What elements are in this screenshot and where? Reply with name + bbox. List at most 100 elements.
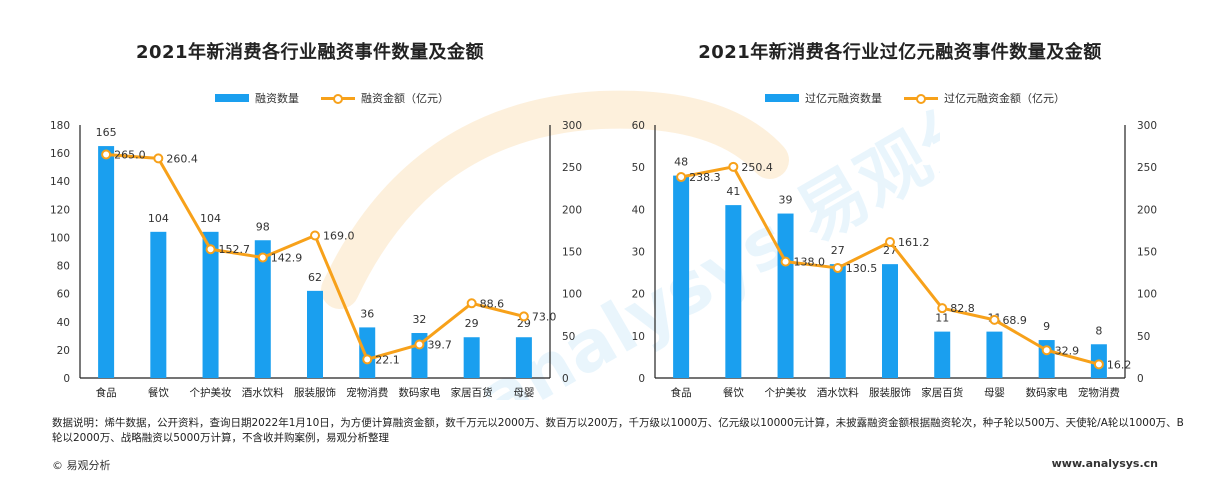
right-tick-label: 100 [1137, 289, 1157, 301]
bar-母婴 [515, 337, 532, 378]
bar-服装服饰 [882, 264, 898, 378]
bar-个护美妆 [202, 231, 219, 378]
chart-1-legend-line-label: 融资金额（亿元） [361, 92, 449, 105]
line-value-label: 265.0 [114, 149, 146, 162]
bar-酒水饮料 [254, 240, 271, 378]
left-tick-label: 40 [632, 204, 645, 216]
bar-value-label: 104 [200, 212, 221, 225]
right-tick-label: 100 [562, 289, 582, 301]
line-point-餐饮 [153, 153, 164, 164]
right-tick-label: 150 [1137, 247, 1157, 259]
chart-1-legend-bar: 融资数量 [215, 90, 299, 106]
category-label: 服装服饰 [869, 386, 911, 399]
right-tick-label: 0 [1137, 373, 1144, 385]
line-point-餐饮 [728, 161, 739, 172]
footer-copyright: © 易观分析 [52, 459, 111, 472]
left-tick-label: 80 [57, 261, 70, 273]
bar-宠物消费 [359, 327, 376, 378]
legend-line-swatch [321, 93, 355, 104]
category-label: 餐饮 [148, 386, 169, 399]
bar-value-label: 39 [779, 194, 793, 207]
left-tick-label: 30 [632, 247, 645, 259]
line-point-服装服饰 [885, 237, 895, 248]
line-value-label: 138.0 [794, 256, 826, 269]
bar-餐饮 [725, 205, 742, 378]
category-label: 宠物消费 [346, 386, 388, 399]
right-tick-label: 250 [1137, 162, 1157, 174]
left-tick-label: 100 [50, 232, 70, 244]
bar-value-label: 41 [726, 185, 740, 198]
line-value-label: 68.9 [1002, 314, 1027, 327]
category-label: 食品 [96, 386, 117, 399]
right-tick-label: 50 [1137, 331, 1150, 343]
line-value-label: 169.0 [323, 229, 355, 242]
category-label: 数码家电 [398, 386, 440, 399]
bar-家居百货 [934, 331, 951, 378]
category-label: 母婴 [513, 387, 534, 399]
bar-value-label: 29 [517, 317, 531, 330]
bar-value-label: 27 [831, 244, 845, 257]
chart-1-legend-bar-label: 融资数量 [255, 92, 299, 105]
line-value-label: 73.0 [532, 310, 557, 323]
line-value-label: 130.5 [846, 262, 878, 275]
legend-bar-swatch [215, 94, 249, 102]
line-value-label: 238.3 [689, 171, 721, 184]
bar-value-label: 11 [935, 312, 949, 325]
bar-value-label: 36 [360, 307, 374, 320]
line-point-家居百货 [937, 303, 948, 314]
line-point-母婴 [518, 311, 529, 322]
bar-母婴 [986, 331, 1003, 378]
bar-value-label: 98 [256, 220, 270, 233]
chart-2-legend: 过亿元融资数量 过亿元融资金额（亿元） [765, 90, 1065, 106]
line-value-label: 22.1 [375, 353, 400, 366]
left-tick-label: 160 [50, 148, 70, 160]
bar-value-label: 104 [148, 212, 169, 225]
left-tick-label: 0 [638, 373, 645, 385]
bar-value-label: 48 [674, 156, 688, 169]
left-tick-label: 140 [50, 176, 70, 188]
line-value-label: 16.2 [1107, 358, 1132, 371]
category-label: 个护美妆 [190, 386, 232, 399]
bar-value-label: 9 [1043, 320, 1050, 333]
legend-bar-swatch [765, 94, 799, 102]
chart-2-legend-bar-label: 过亿元融资数量 [805, 92, 882, 105]
category-label: 家居百货 [921, 386, 963, 399]
line-point-酒水饮料 [832, 262, 843, 273]
left-tick-label: 60 [57, 289, 70, 301]
chart-2-legend-bar: 过亿元融资数量 [765, 90, 882, 106]
line-point-食品 [101, 149, 112, 160]
right-tick-label: 0 [562, 373, 569, 385]
left-tick-label: 180 [50, 120, 70, 132]
bar-服装服饰 [307, 290, 323, 378]
category-label: 个护美妆 [765, 386, 807, 399]
line-point-家居百货 [466, 298, 477, 309]
category-label: 母婴 [984, 387, 1005, 399]
right-tick-label: 200 [1137, 204, 1157, 216]
category-label: 酒水饮料 [817, 386, 859, 399]
line-point-个护美妆 [205, 244, 216, 255]
bar-酒水饮料 [829, 264, 846, 378]
line-value-label: 82.8 [950, 302, 975, 315]
line-point-宠物消费 [362, 354, 373, 365]
line-value-label: 142.9 [271, 251, 303, 264]
footer-website[interactable]: www.analysys.cn [1051, 457, 1158, 470]
line-point-酒水饮料 [257, 252, 268, 263]
left-tick-label: 20 [632, 289, 645, 301]
bar-value-label: 62 [308, 271, 322, 284]
chart-1-legend: 融资数量 融资金额（亿元） [215, 90, 449, 106]
left-tick-label: 60 [632, 120, 645, 132]
line-value-label: 152.7 [219, 243, 251, 256]
line-point-宠物消费 [1093, 359, 1104, 370]
line-point-母婴 [989, 314, 1000, 325]
bar-家居百货 [463, 337, 480, 378]
bar-value-label: 8 [1095, 324, 1102, 337]
bar-餐饮 [150, 231, 167, 378]
line-value-label: 88.6 [480, 297, 505, 310]
left-tick-label: 50 [632, 162, 645, 174]
category-label: 家居百货 [451, 386, 493, 399]
line-point-个护美妆 [780, 256, 791, 267]
legend-line-swatch [904, 93, 938, 104]
line-point-服装服饰 [310, 230, 320, 241]
right-tick-label: 250 [562, 162, 582, 174]
line-value-label: 32.9 [1055, 344, 1080, 357]
